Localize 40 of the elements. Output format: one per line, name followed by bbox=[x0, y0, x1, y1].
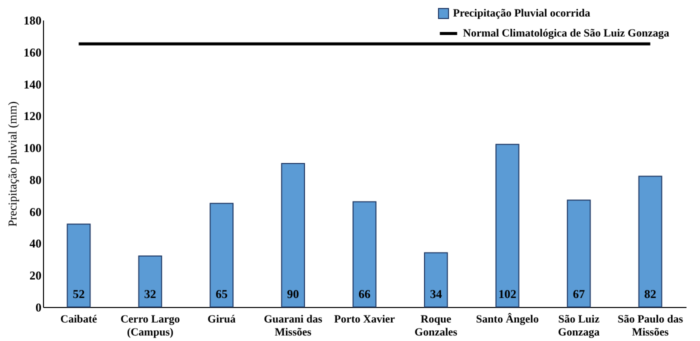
x-tick-label: Giruá bbox=[208, 314, 236, 326]
y-tick-label: 0 bbox=[36, 300, 42, 314]
y-tick-label: 40 bbox=[30, 236, 42, 251]
x-tick-label: Porto Xavier bbox=[334, 314, 396, 326]
x-tick-label: São Luiz Gonzaga bbox=[558, 314, 600, 338]
y-tick-label: 180 bbox=[24, 14, 42, 28]
legend-label: Precipitação Pluvial ocorrida bbox=[453, 8, 591, 20]
bar bbox=[210, 202, 234, 308]
y-axis-title: Precipitação pluvial (mm) bbox=[6, 101, 20, 227]
y-tick-label: 80 bbox=[30, 172, 42, 187]
data-label: 82 bbox=[644, 287, 656, 301]
y-tick-label: 140 bbox=[24, 77, 42, 92]
y-tick-label: 60 bbox=[30, 204, 42, 219]
data-label: 66 bbox=[358, 287, 370, 301]
y-tick-label: 100 bbox=[24, 141, 42, 156]
x-tick-label: Guarani das Missões bbox=[264, 314, 323, 338]
data-label: 65 bbox=[216, 287, 228, 301]
data-label: 102 bbox=[498, 287, 516, 301]
bar bbox=[424, 252, 448, 308]
bar bbox=[66, 224, 91, 308]
y-tick-label: 120 bbox=[24, 109, 42, 124]
bar bbox=[495, 144, 520, 308]
y-tick-label: 20 bbox=[30, 268, 42, 283]
x-tick-label: São Paulo das Missões bbox=[618, 314, 684, 338]
x-tick-label: Roque Gonzales bbox=[414, 314, 458, 338]
y-tick-label: 160 bbox=[24, 45, 42, 60]
x-tick-label: Caibaté bbox=[60, 314, 98, 326]
data-label: 34 bbox=[430, 287, 442, 301]
data-label: 32 bbox=[144, 287, 156, 301]
legend-label: Normal Climatológica de São Luiz Gonzaga bbox=[463, 28, 670, 40]
bar bbox=[138, 255, 162, 308]
data-label: 90 bbox=[287, 287, 300, 301]
data-label: 52 bbox=[72, 287, 85, 301]
bar bbox=[352, 201, 376, 308]
x-tick-label: Santo Ângelo bbox=[476, 312, 540, 326]
bar bbox=[638, 176, 662, 308]
bar bbox=[281, 163, 305, 308]
bar bbox=[566, 200, 591, 308]
x-tick-label: Cerro Largo (Campus) bbox=[120, 314, 180, 338]
data-label: 67 bbox=[572, 287, 585, 301]
